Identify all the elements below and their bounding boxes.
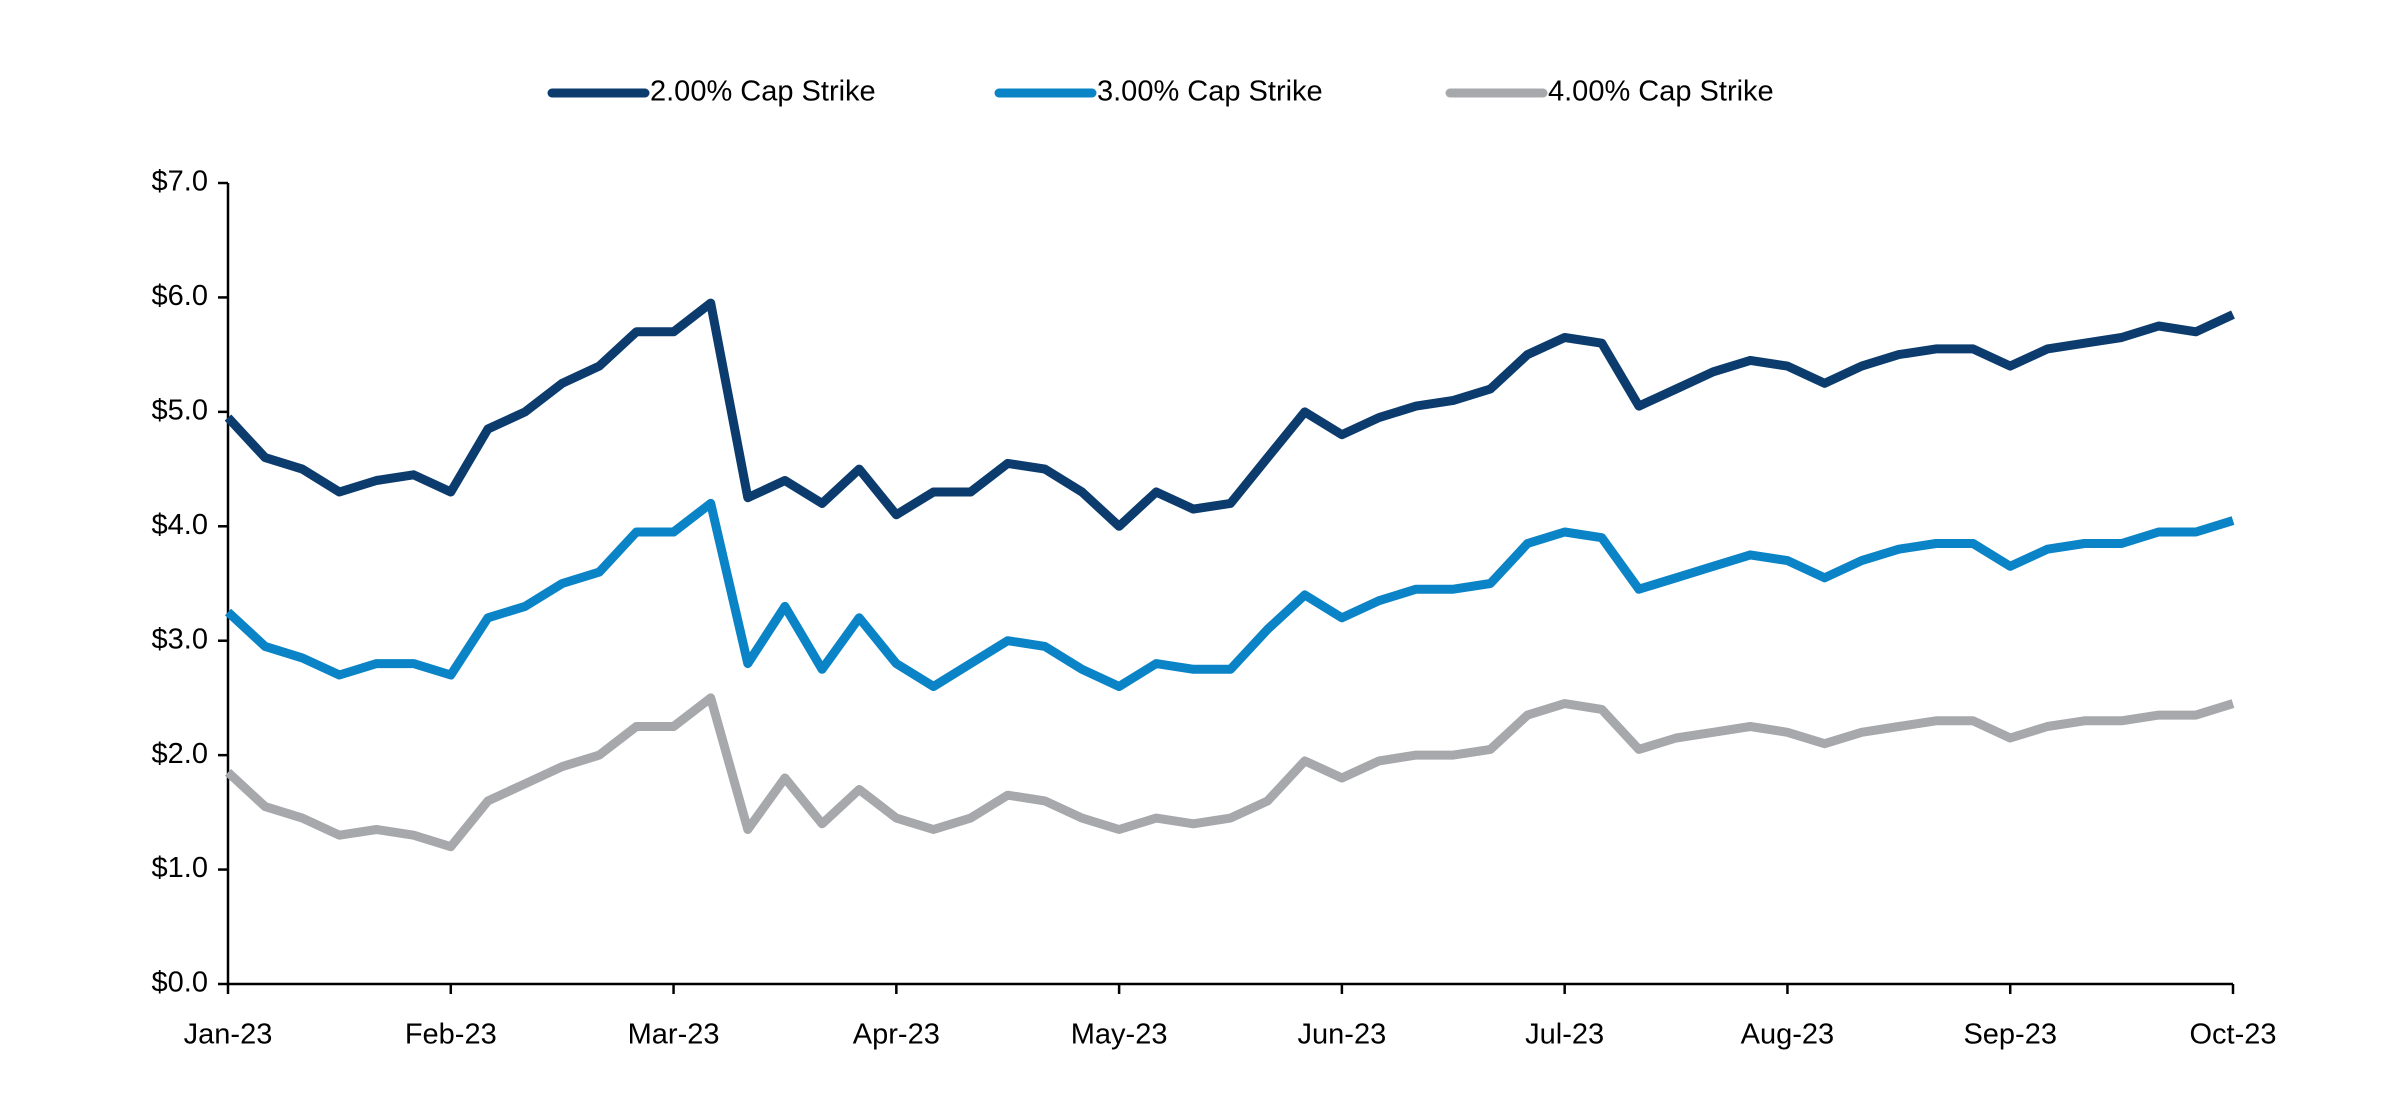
x-tick-label: Jun-23 — [1298, 1019, 1387, 1051]
series-line — [224, 298, 2235, 531]
series-line — [224, 693, 2235, 852]
y-tick-label: $0.0 — [152, 967, 208, 999]
x-tick-label: Sep-23 — [1963, 1019, 2057, 1051]
y-tick-label: $4.0 — [152, 509, 208, 541]
y-tick-label: $7.0 — [152, 166, 208, 198]
legend-label: 4.00% Cap Strike — [1548, 76, 1774, 108]
x-tick-label: Oct-23 — [2189, 1019, 2276, 1051]
series-line — [224, 498, 2235, 691]
y-tick-label: $1.0 — [152, 852, 208, 884]
y-tick-label: $3.0 — [152, 623, 208, 655]
y-tick-label: $2.0 — [152, 738, 208, 770]
legend-label: 2.00% Cap Strike — [650, 76, 876, 108]
x-tick-label: Jan-23 — [184, 1019, 273, 1051]
y-tick-label: $5.0 — [152, 395, 208, 427]
x-tick-label: Aug-23 — [1741, 1019, 1835, 1051]
x-tick-label: May-23 — [1071, 1019, 1168, 1051]
x-tick-label: Apr-23 — [853, 1019, 940, 1051]
x-tick-label: Mar-23 — [628, 1019, 720, 1051]
x-tick-label: Jul-23 — [1525, 1019, 1604, 1051]
y-tick-label: $6.0 — [152, 280, 208, 312]
x-tick-label: Feb-23 — [405, 1019, 497, 1051]
legend-label: 3.00% Cap Strike — [1097, 76, 1323, 108]
